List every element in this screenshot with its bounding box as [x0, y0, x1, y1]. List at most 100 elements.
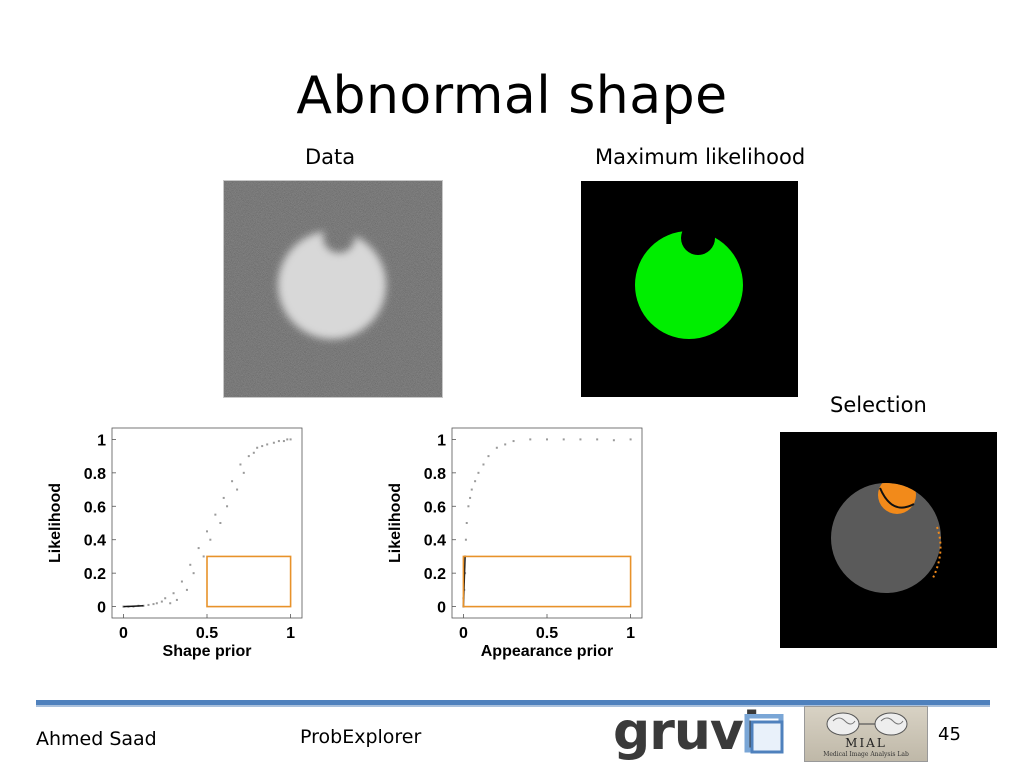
scatter-point: [242, 471, 245, 474]
gruvi-mark-icon: [744, 714, 784, 754]
scatter-point: [495, 446, 498, 449]
selection-boundary: [879, 487, 915, 509]
scatter-point: [562, 438, 565, 441]
selection-box[interactable]: [206, 555, 292, 608]
y-tick-label: 0: [437, 600, 446, 617]
data-object: [224, 181, 442, 397]
selection-edge-pixels: [931, 526, 942, 581]
scatter-point: [222, 496, 225, 499]
data-image-canvas: [224, 181, 442, 397]
mial-logo-text: MIAL: [845, 736, 887, 750]
y-tick-label: 0.4: [84, 533, 106, 550]
y-tick-label: 0.6: [84, 499, 106, 516]
scatter-point: [629, 438, 632, 441]
scatter-point: [160, 600, 163, 603]
scatter-dense-cluster: [123, 605, 144, 608]
mial-logo-subtext: Medical Image Analysis Lab: [823, 751, 909, 758]
selected-region: [780, 432, 997, 648]
appearance-prior-scatter: 0 0.2 0.4 0.6 0.8 1 0 0.5 1 Appearance prior Lik…: [387, 427, 643, 660]
y-tick-label: 0.4: [424, 533, 446, 550]
scatter-point: [286, 438, 289, 441]
scatter-point: [477, 471, 480, 474]
gruvi-logo: gruvi: [613, 702, 793, 762]
y-tick-label: 0.2: [424, 566, 446, 583]
scatter-point: [289, 438, 292, 441]
scatter-point: [155, 602, 158, 605]
scatter-point: [206, 530, 208, 533]
scatter-point: [214, 513, 217, 516]
scatter-point: [226, 505, 229, 508]
brain-icon: [826, 712, 908, 736]
x-tick-label: 1: [626, 625, 635, 642]
selection-image: [780, 432, 997, 648]
scatter-point: [236, 488, 239, 491]
data-image: [223, 180, 443, 398]
y-tick-label: 1: [437, 432, 446, 449]
scatter-point: [482, 463, 485, 466]
footer-project: ProbExplorer: [300, 726, 422, 748]
scatter-point: [261, 445, 264, 448]
y-tick-label: 1: [97, 432, 106, 449]
x-tick-label: 0.5: [196, 625, 218, 642]
scatter-point: [512, 440, 515, 443]
max-likelihood-image: [581, 181, 798, 397]
footer-rule: [36, 700, 990, 707]
scatter-point: [202, 555, 205, 558]
y-tick-label: 0: [97, 600, 106, 617]
scatter-point: [266, 443, 269, 446]
scatter-point: [189, 563, 192, 566]
x-tick-label: 0: [459, 625, 468, 642]
slide-title: Abnormal shape: [296, 66, 728, 126]
scatter-point: [277, 440, 280, 443]
scatter-point: [579, 438, 582, 441]
scatter-point: [209, 538, 212, 541]
x-axis-label: Shape prior: [163, 643, 252, 660]
scatter-point: [272, 441, 275, 444]
scatter-point: [504, 443, 507, 446]
footer-author: Ahmed Saad: [36, 728, 157, 750]
scatter-point: [256, 446, 259, 449]
scatter-point: [467, 505, 470, 508]
scatter-point: [247, 455, 250, 458]
scatter-point: [465, 522, 468, 524]
selection-canvas: [780, 432, 997, 648]
scatter-point: [175, 598, 178, 601]
scatter-point: [487, 455, 490, 458]
scatter-point: [219, 522, 222, 524]
plot-frame: [451, 427, 643, 619]
scatter-point: [147, 603, 150, 606]
scatter-point: [252, 451, 255, 454]
scatter-point: [470, 488, 473, 491]
scatter-point: [239, 463, 242, 466]
mial-logo: MIAL Medical Image Analysis Lab: [804, 706, 928, 762]
y-axis-label: Likelihood: [47, 483, 64, 563]
scatter-point: [469, 496, 472, 499]
scatter-point: [231, 480, 234, 483]
scatter-point: [529, 438, 532, 441]
scatter-point: [180, 580, 183, 583]
data-caption: Data: [305, 145, 356, 169]
y-axis-label: Likelihood: [387, 483, 404, 563]
scatter-point: [612, 439, 615, 442]
selection-caption: Selection: [830, 393, 927, 417]
x-tick-label: 0.5: [536, 625, 558, 642]
scatter-point: [596, 438, 599, 441]
scatter-point: [464, 538, 467, 541]
ml-segmentation: [581, 181, 798, 397]
scatter-point: [152, 603, 155, 606]
scatter-point: [164, 597, 167, 600]
x-tick-label: 1: [286, 625, 295, 642]
gruvi-logo-text: gruvi: [613, 702, 761, 762]
scatter-point: [172, 592, 175, 595]
y-tick-label: 0.6: [424, 499, 446, 516]
max-likelihood-caption: Maximum likelihood: [595, 145, 806, 169]
page-number: 45: [938, 724, 961, 745]
scatter-point: [169, 602, 172, 605]
y-tick-label: 0.8: [84, 466, 106, 483]
scatter-point: [282, 440, 285, 443]
y-tick-label: 0.8: [424, 466, 446, 483]
y-tick-label: 0.2: [84, 566, 106, 583]
max-likelihood-canvas: [581, 181, 798, 397]
selection-box[interactable]: [462, 555, 632, 608]
scatter-point: [185, 588, 188, 591]
